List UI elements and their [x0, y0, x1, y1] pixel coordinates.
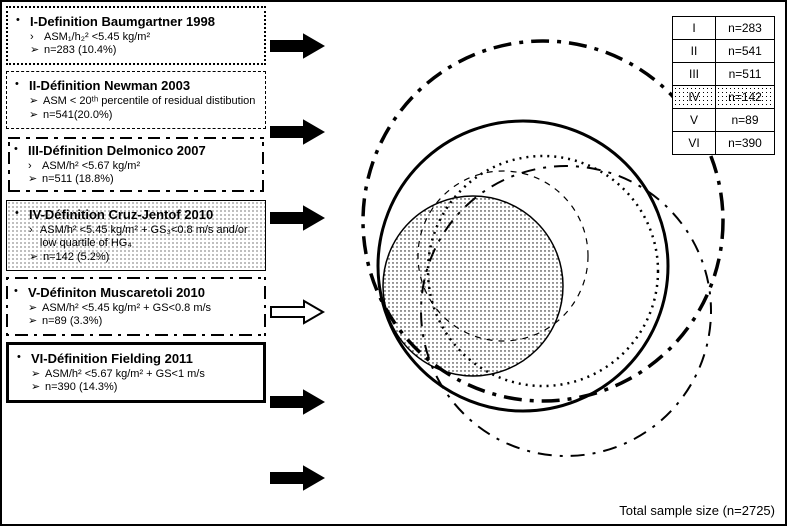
def-line: n=390 (14.3%)	[45, 381, 117, 394]
legend-n: n=142	[716, 86, 775, 109]
def-line: ASM₁/h₂² <5.45 kg/m²	[44, 31, 150, 44]
total-sample-label: Total sample size (n=2725)	[619, 503, 775, 518]
definition-box-V: • V-Définiton Muscaretoli 2010 ➢ ASM/h² …	[6, 277, 266, 336]
chevron-icon: ›	[29, 224, 37, 237]
bullet-icon: •	[17, 351, 28, 363]
definition-box-VI: • VI-Définition Fielding 2011 ➢ ASM/h² <…	[6, 342, 266, 403]
legend-label: V	[673, 109, 716, 132]
chevron-icon: ➢	[30, 44, 41, 57]
arrow-icon	[270, 34, 324, 58]
legend-row: II n=541	[673, 40, 775, 63]
chevron-icon: ➢	[29, 109, 40, 122]
chevron-icon: ›	[30, 31, 41, 44]
figure-container: • I-Definition Baumgartner 1998 › ASM₁/h…	[0, 0, 787, 526]
bullet-icon: •	[14, 143, 25, 155]
def-line: ASM/h² <5.67 kg/m² + GS<1 m/s	[45, 368, 205, 381]
def-line: n=511 (18.8%)	[42, 173, 114, 186]
legend-row: IV n=142	[673, 86, 775, 109]
legend-label: I	[673, 17, 716, 40]
arrow-icon	[270, 390, 324, 414]
legend-row: III n=511	[673, 63, 775, 86]
def-line: n=541(20.0%)	[43, 109, 112, 122]
legend-n: n=283	[716, 17, 775, 40]
def-title-V: V-Définiton Muscaretoli 2010	[28, 285, 205, 300]
def-title-II: II-Définition Newman 2003	[29, 78, 190, 93]
def-line: ASM/h² <5.67 kg/m²	[42, 160, 140, 173]
chevron-icon: ➢	[28, 315, 39, 328]
arrow-icon	[270, 120, 324, 144]
legend-row: V n=89	[673, 109, 775, 132]
legend-n: n=541	[716, 40, 775, 63]
definition-box-III: • III-Définition Delmonico 2007 › ASM/h²…	[6, 135, 266, 194]
definition-box-IV: • IV-Définition Cruz-Jentof 2010 › ASM/h…	[6, 200, 266, 271]
chevron-icon: ➢	[29, 251, 40, 264]
bullet-icon: •	[16, 14, 27, 26]
legend-label: VI	[673, 132, 716, 155]
def-title-IV: IV-Définition Cruz-Jentof 2010	[29, 207, 213, 222]
def-title-VI: VI-Définition Fielding 2011	[31, 351, 193, 366]
legend-label: IV	[673, 86, 716, 109]
chevron-icon: ›	[28, 160, 39, 173]
bullet-icon: •	[15, 207, 26, 219]
chevron-icon: ➢	[31, 381, 42, 394]
arrow-icon	[270, 206, 324, 230]
chevron-icon: ➢	[28, 302, 39, 315]
legend-n: n=390	[716, 132, 775, 155]
chevron-icon: ➢	[29, 95, 40, 108]
venn-circle-IV	[383, 196, 563, 376]
def-line: n=142 (5.2%)	[43, 251, 109, 264]
arrow-icon	[270, 300, 324, 324]
legend-row: I n=283	[673, 17, 775, 40]
chevron-icon: ➢	[31, 368, 42, 381]
legend-label: III	[673, 63, 716, 86]
definition-box-II: • II-Définition Newman 2003 ➢ ASM < 20ᵗʰ…	[6, 71, 266, 128]
def-line: n=89 (3.3%)	[42, 315, 102, 328]
definitions-column: • I-Definition Baumgartner 1998 › ASM₁/h…	[6, 6, 266, 403]
def-line: n=283 (10.4%)	[44, 44, 116, 57]
chevron-icon: ➢	[28, 173, 39, 186]
bullet-icon: •	[14, 285, 25, 297]
def-line: ASM/h² <5.45 kg/m² + GS₃<0.8 m/s and/or …	[40, 224, 257, 250]
def-title-I: I-Definition Baumgartner 1998	[30, 14, 215, 29]
legend-table: I n=283II n=541III n=511IV n=142V n=89VI…	[672, 16, 775, 155]
legend-label: II	[673, 40, 716, 63]
def-line: ASM/h² <5.45 kg/m² + GS<0.8 m/s	[42, 302, 211, 315]
legend-n: n=89	[716, 109, 775, 132]
def-title-III: III-Définition Delmonico 2007	[28, 143, 206, 158]
def-line: ASM < 20ᵗʰ percentile of residual distib…	[43, 95, 255, 108]
definition-box-I: • I-Definition Baumgartner 1998 › ASM₁/h…	[6, 6, 266, 65]
legend-row: VI n=390	[673, 132, 775, 155]
bullet-icon: •	[15, 78, 26, 90]
legend-n: n=511	[716, 63, 775, 86]
arrow-icon	[270, 466, 324, 490]
